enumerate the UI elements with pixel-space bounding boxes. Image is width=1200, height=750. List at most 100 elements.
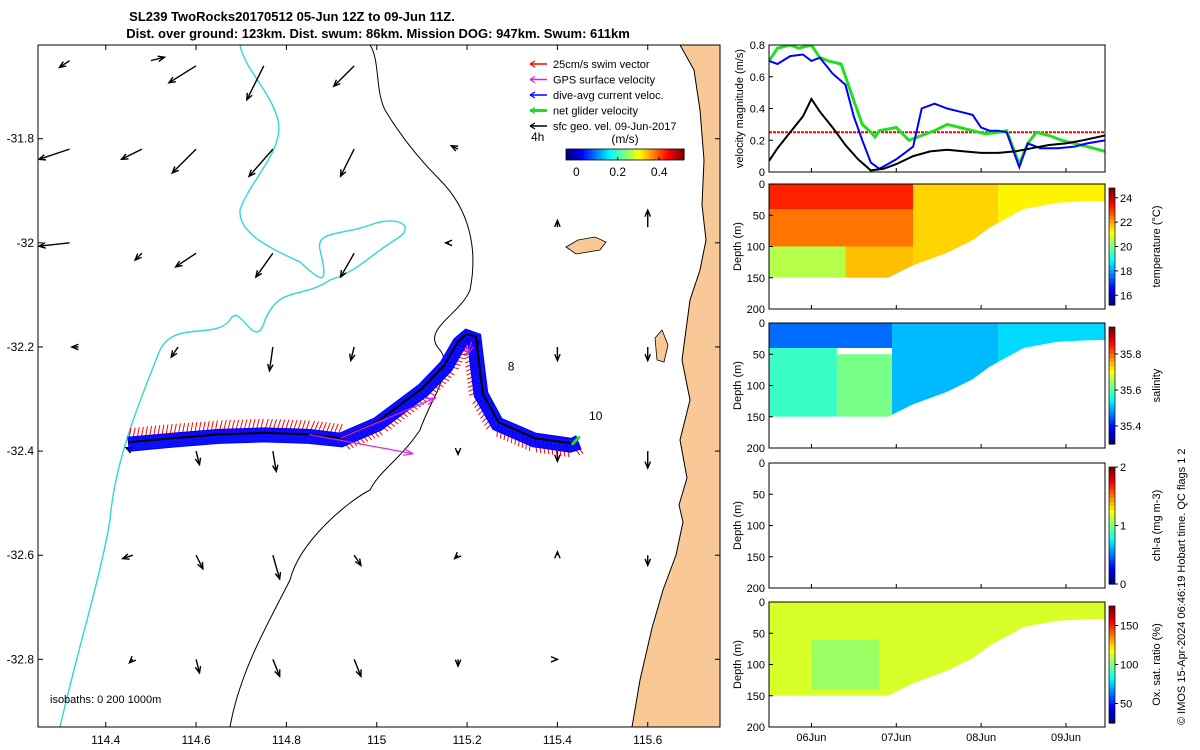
- colorbar-swatch: [642, 149, 647, 160]
- section-colorbar-swatch: [1109, 719, 1115, 724]
- section-colorbar-swatch: [1109, 676, 1115, 681]
- isobath-deep: [229, 45, 474, 727]
- section-y-tick-label: 150: [747, 273, 765, 285]
- section-colorbar-swatch: [1109, 230, 1115, 236]
- geo-vector-head: [355, 669, 362, 678]
- track-label-8: 8: [508, 359, 515, 373]
- colorbar-swatch: [586, 149, 591, 160]
- section-colorbar-swatch: [1109, 478, 1115, 484]
- geo-vector-shaft: [272, 555, 281, 580]
- map-y-tick-label: -32: [17, 236, 35, 250]
- colorbar-swatch: [604, 149, 608, 160]
- section-colorbar-swatch: [1109, 405, 1115, 410]
- section-colorbar-swatch: [1109, 273, 1115, 279]
- colorbar-swatch: [622, 149, 626, 160]
- velocity-y-tick-label: 0.4: [750, 104, 765, 116]
- colorbar-swatch: [592, 149, 597, 160]
- section-panel-3: 0 50 100 150 200 Depth (m) 50 100 150 Ox. sat. ra…: [732, 597, 1163, 744]
- velocity-panel: 0 0.2 0.4 0.6 0.8 velocity magnitude (m/s): [734, 40, 1106, 179]
- section-colorbar-swatch: [1109, 269, 1115, 275]
- section-colorbar-swatch: [1109, 525, 1115, 530]
- section-colorbar-tick-label: 35.8: [1120, 349, 1141, 361]
- velocity-series-group: [769, 45, 1105, 172]
- colorbar-swatch: [577, 149, 582, 160]
- section-colorbar-swatch: [1109, 494, 1115, 499]
- geo-vector-shaft: [272, 450, 277, 472]
- section-colorbar-swatch: [1109, 327, 1115, 332]
- colorbar-swatch: [648, 149, 653, 160]
- geo-vector-head: [332, 79, 341, 88]
- section-colorbar-swatch: [1109, 416, 1115, 422]
- section-y-tick-label: 200: [747, 722, 765, 734]
- dive-avg-current-band: [127, 328, 582, 453]
- legend-label: sfc geo. vel. 09-Jun-2017: [553, 121, 677, 133]
- section-colorbar-swatch: [1109, 366, 1115, 371]
- section-panel-0: 0 50 100 150 200 Depth (m) 16 18 20 22 24 temperatu…: [732, 179, 1163, 316]
- geo-vector-head: [449, 144, 459, 152]
- section-colorbar-swatch: [1109, 428, 1115, 433]
- geo-vector-shaft: [175, 252, 197, 268]
- section-x-tick-label: 09Jun: [1051, 732, 1081, 744]
- map-y-tick-label: -31.8: [7, 132, 35, 146]
- geo-vector-shaft: [353, 659, 362, 677]
- geo-vector-head: [57, 61, 67, 69]
- section-colorbar-swatch: [1109, 297, 1115, 302]
- section-y-tick-label: 100: [747, 242, 765, 254]
- legend-arrow-head: [529, 122, 536, 130]
- geo-vector-head: [644, 208, 652, 217]
- colorbar-swatch: [574, 149, 579, 160]
- colorbar-swatch: [660, 149, 664, 160]
- geo-vector-head: [644, 353, 652, 363]
- footer-credit: © IMOS 15-Apr-2024 06:46:19 Hobart time.…: [1176, 448, 1188, 725]
- section-panel-2: 0 50 100 150 200 Depth (m) 0 1 2 chl-a (mg m-3): [732, 458, 1163, 595]
- section-colorbar-swatch: [1109, 238, 1115, 244]
- geo-vector-shaft: [255, 252, 274, 278]
- colorbar-swatch: [681, 149, 685, 160]
- geo-vector-head: [554, 550, 561, 559]
- geo-vector-shaft: [121, 148, 143, 160]
- colorbar-swatch: [607, 149, 611, 160]
- coastline: [631, 45, 707, 727]
- section-colorbar-swatch: [1109, 199, 1115, 205]
- track-label-10: 10: [589, 409, 603, 423]
- map-x-tick-label: 115.6: [633, 733, 662, 747]
- section-colorbar-swatch: [1109, 440, 1115, 445]
- geo-vector-head: [38, 154, 47, 161]
- section-x-tick-label: 08Jun: [966, 732, 996, 744]
- geo-velocity-vectors: [38, 55, 652, 678]
- section-colorbar-swatch: [1109, 648, 1115, 654]
- section-colorbar-tick-label: 50: [1120, 699, 1132, 711]
- geo-vector-head: [157, 55, 167, 62]
- section-colorbar-tick-label: 35.6: [1120, 385, 1141, 397]
- section-y-tick-label: 150: [747, 412, 765, 424]
- section-colorbar-swatch: [1109, 613, 1115, 619]
- colorbar-tick-label: 0: [573, 165, 580, 179]
- section-colorbar-swatch: [1109, 660, 1115, 666]
- section-colorbar-swatch: [1109, 490, 1115, 495]
- colorbar-swatch: [636, 149, 641, 160]
- section-colorbar-swatch: [1109, 424, 1115, 429]
- velocity-y-tick-label: 0: [759, 167, 765, 179]
- section-colorbar-swatch: [1109, 381, 1115, 387]
- section-colorbar-swatch: [1109, 227, 1115, 232]
- section-colorbar-swatch: [1109, 436, 1115, 441]
- map-y-tick-label: -32.6: [7, 548, 35, 562]
- geo-vector-shaft: [38, 148, 70, 160]
- geo-vector-head: [339, 169, 347, 178]
- colorbar-swatch: [627, 149, 632, 160]
- section-colorbar-swatch: [1109, 393, 1115, 398]
- map-x-tick-label: 115.2: [453, 733, 482, 747]
- map-frame: [37, 44, 721, 728]
- section-colorbar-swatch: [1109, 506, 1115, 511]
- section-colorbar-swatch: [1109, 211, 1115, 216]
- section-field-cell: [811, 639, 880, 690]
- colorbar-swatch: [657, 149, 661, 160]
- section-colorbar-swatch: [1109, 412, 1115, 418]
- section-colorbar-swatch: [1109, 258, 1115, 263]
- section-colorbar-swatch: [1109, 617, 1115, 623]
- geo-vector-head: [550, 655, 560, 663]
- section-colorbar-swatch: [1109, 576, 1115, 581]
- net-velocity-vector: [570, 435, 581, 446]
- section-colorbar-swatch: [1109, 621, 1115, 627]
- map-x-tick-label: 115.4: [543, 733, 572, 747]
